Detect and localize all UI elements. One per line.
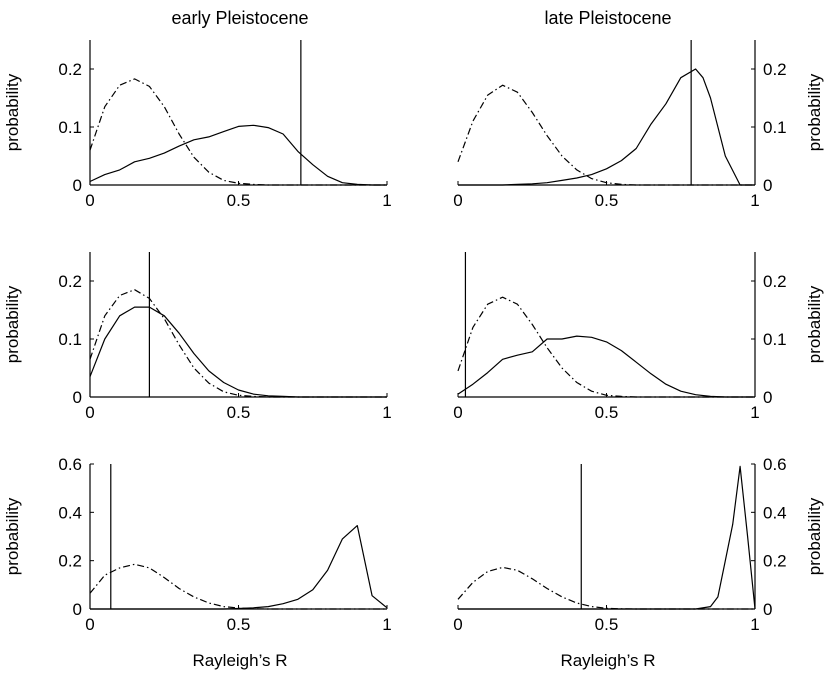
panel-5-dashdot-series	[89, 563, 387, 610]
panel-4-dashdot-series	[457, 296, 755, 398]
panel-3-y-axis-label: probability	[3, 285, 22, 363]
panel-5-y-tick-label: 0	[73, 600, 82, 619]
panel-3: 0 0.5 1 0 0.1 0.2 probability	[3, 252, 392, 422]
panel-5-x-tick-label: 1	[382, 615, 391, 634]
panel-2-x-tick-label: 1	[750, 191, 759, 210]
panel-2-y-tick-label: 0.2	[763, 60, 787, 79]
panel-5-x-tick-label: 0	[85, 615, 94, 634]
panel-1-y-tick-label: 0	[73, 176, 82, 195]
panel-2-y-tick-label: 0.1	[763, 118, 787, 137]
panel-6-solid-series	[458, 465, 756, 610]
panel-5-solid-series	[90, 524, 388, 610]
panel-6-x-tick-label: 0.5	[595, 615, 619, 634]
panel-5: 0 0.5 1 0 0.2 0.4 0.6 probability	[3, 455, 392, 634]
panel-3-y-tick-label: 0.2	[58, 272, 82, 291]
panel-6-y-tick-label: 0.6	[763, 455, 787, 474]
panel-2-y-tick-label: 0	[763, 176, 772, 195]
panel-1-x-tick-label: 0	[85, 191, 94, 210]
panel-4-y-tick-label: 0.1	[763, 330, 787, 349]
panel-4-solid-series	[457, 335, 755, 398]
panel-5-x-tick-label: 0.5	[227, 615, 251, 634]
panel-5-y-tick-label: 0.2	[58, 552, 82, 571]
x-axis-label-right: Rayleigh’s R	[560, 651, 655, 670]
panel-5-y-tick-label: 0.4	[58, 503, 82, 522]
panel-6-y-tick-label: 0	[763, 600, 772, 619]
panel-4-x-tick-label: 0.5	[595, 403, 619, 422]
panel-1-solid-series	[89, 124, 387, 186]
panel-6-y-tick-label: 0.4	[763, 503, 787, 522]
panel-6-y-axis-label: probability	[805, 497, 824, 575]
panel-6-dashdot-series	[457, 566, 755, 610]
panel-1-x-tick-label: 0.5	[227, 191, 251, 210]
panel-3-solid-series	[89, 306, 387, 398]
x-axis-label-left: Rayleigh’s R	[192, 651, 287, 670]
panel-6-y-tick-label: 0.2	[763, 552, 787, 571]
panel-5-y-axis-label: probability	[3, 497, 22, 575]
panel-3-x-tick-label: 0.5	[227, 403, 251, 422]
panel-6-x-tick-label: 1	[750, 615, 759, 634]
panel-1-x-tick-label: 1	[382, 191, 391, 210]
panel-4-x-tick-label: 0	[453, 403, 462, 422]
panel-2-x-tick-label: 0.5	[595, 191, 619, 210]
column-title-left: early Pleistocene	[171, 8, 308, 28]
panel-1-y-axis-label: probability	[3, 73, 22, 151]
panel-3-y-tick-label: 0.1	[58, 330, 82, 349]
panel-3-dashdot-series	[89, 289, 387, 398]
panel-2-y-axis-label: probability	[805, 73, 824, 151]
panel-1-y-tick-label: 0.1	[58, 118, 82, 137]
panel-6-x-tick-label: 0	[453, 615, 462, 634]
panel-2-solid-series	[458, 68, 755, 186]
panel-5-y-tick-label: 0.6	[58, 455, 82, 474]
panel-3-y-tick-label: 0	[73, 388, 82, 407]
panel-1-dashdot-series	[89, 78, 387, 186]
panel-4-y-axis-label: probability	[805, 285, 824, 363]
panel-1-y-tick-label: 0.2	[58, 60, 82, 79]
panel-2-dashdot-series	[457, 84, 755, 186]
panel-1: 0 0.5 1 0 0.1 0.2 probability	[3, 40, 392, 210]
panel-4-y-tick-label: 0	[763, 388, 772, 407]
panel-4-y-tick-label: 0.2	[763, 272, 787, 291]
panel-3-x-tick-label: 0	[85, 403, 94, 422]
column-title-right: late Pleistocene	[544, 8, 671, 28]
panel-3-x-tick-label: 1	[382, 403, 391, 422]
panel-2-x-tick-label: 0	[453, 191, 462, 210]
panel-4-x-tick-label: 1	[750, 403, 759, 422]
